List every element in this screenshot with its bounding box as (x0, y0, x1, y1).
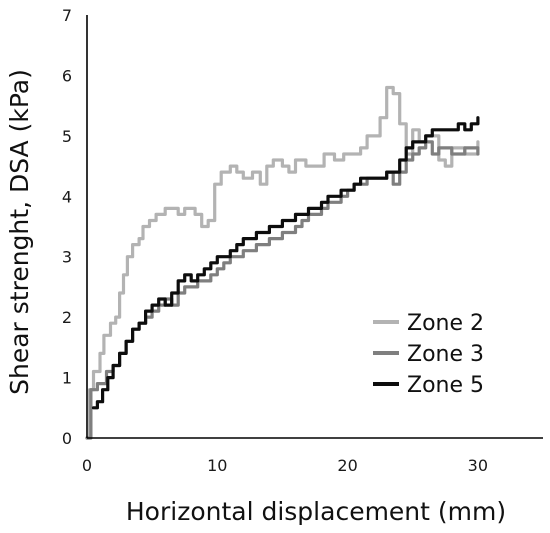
axes (86, 15, 543, 439)
legend-label: Zone 2 (407, 311, 484, 336)
plot-lines (85, 85, 480, 440)
y-tick-label: 4 (62, 187, 72, 206)
x-tick-label: 20 (337, 456, 357, 475)
y-tick-label: 6 (62, 66, 72, 85)
y-tick-label: 3 (62, 248, 72, 267)
legend: Zone 2 Zone 3 Zone 5 (373, 311, 484, 398)
x-axis-title: Horizontal displacement (mm) (126, 497, 506, 526)
y-axis-title: Shear strenght, DSA (kPa) (5, 69, 34, 395)
y-tick-label: 5 (62, 127, 72, 146)
x-tick-label: 0 (82, 456, 92, 475)
legend-label: Zone 5 (407, 373, 484, 398)
y-tick-label: 2 (62, 308, 72, 327)
y-tick-label: 7 (62, 6, 72, 25)
y-tick-label: 0 (62, 429, 72, 448)
x-tick-label: 10 (207, 456, 227, 475)
y-tick-label: 1 (62, 369, 72, 388)
series-line-zone-5 (91, 116, 480, 410)
x-tick-label: 30 (468, 456, 488, 475)
series-line-zone-2 (85, 85, 480, 440)
ticks: 0 10 20 30 0 1 2 3 4 5 6 7 (62, 6, 488, 475)
legend-label: Zone 3 (407, 342, 484, 367)
